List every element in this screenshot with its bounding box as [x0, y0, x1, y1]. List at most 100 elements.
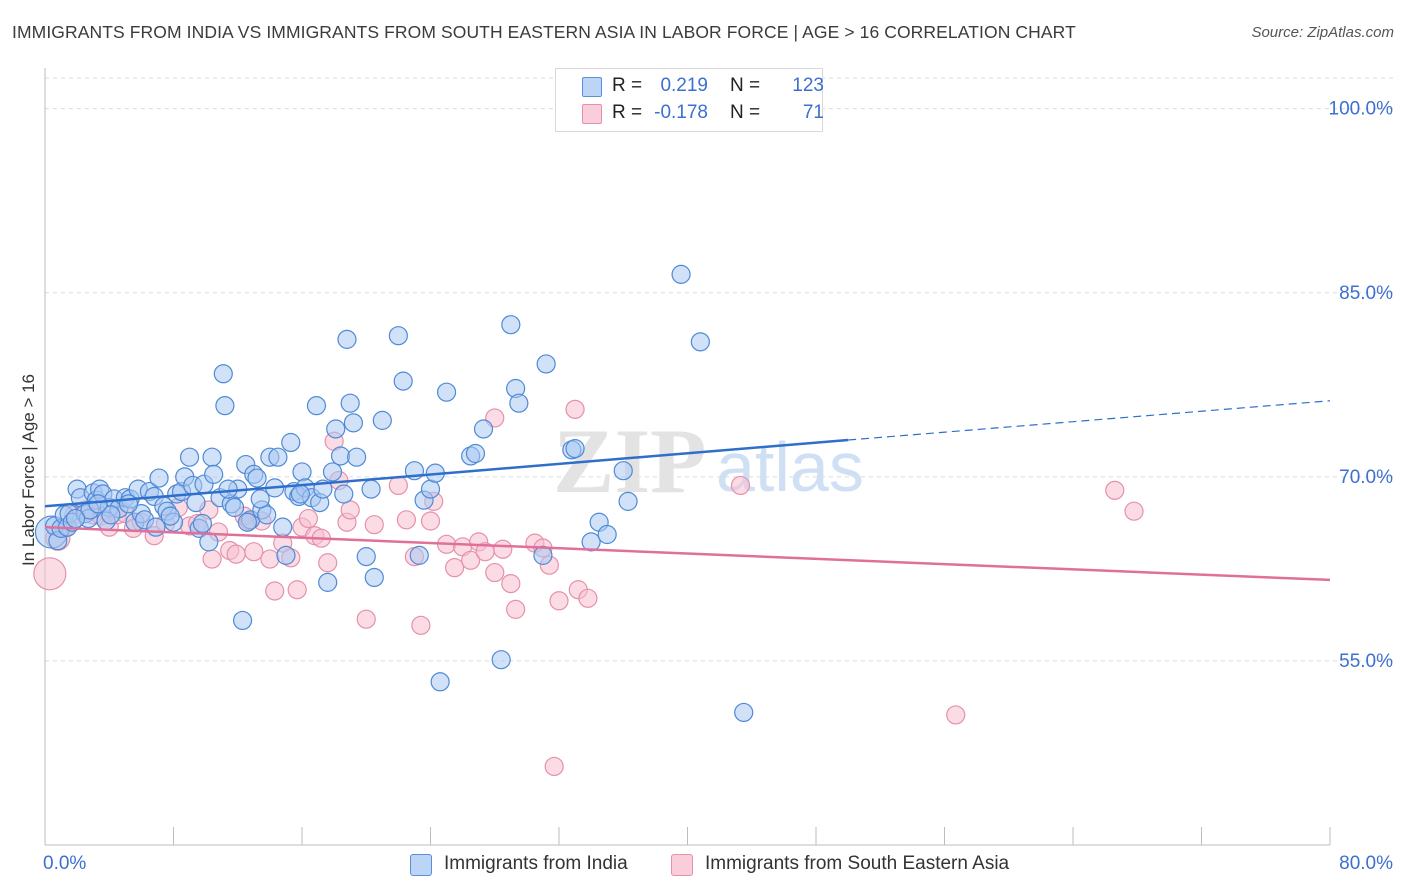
- sea-swatch: [582, 104, 602, 124]
- r-label: R =: [612, 102, 643, 123]
- x-tick-label: 80.0%: [1339, 853, 1393, 874]
- data-point-india: [388, 326, 408, 346]
- data-point-sea: [544, 756, 564, 777]
- data-point-india: [257, 505, 277, 525]
- data-point-india: [671, 264, 691, 284]
- tick-labels: 55.0% 70.0% 85.0% 100.0% 0.0% 80.0%: [43, 99, 1393, 874]
- legend-series: Immigrants from India Immigrants from So…: [0, 852, 1406, 878]
- legend-label-india: Immigrants from India: [444, 853, 628, 874]
- data-point-india: [613, 461, 633, 481]
- trend-line-india: [44, 438, 849, 508]
- data-point-india: [565, 439, 585, 459]
- source-credit: Source: ZipAtlas.com: [1251, 24, 1394, 41]
- data-point-sea: [260, 549, 280, 569]
- data-point-india: [536, 354, 556, 374]
- data-point-india: [149, 468, 169, 488]
- r-value-india: 0.219: [660, 75, 708, 96]
- data-point-india: [356, 547, 376, 567]
- chart-title: IMMIGRANTS FROM INDIA VS IMMIGRANTS FROM…: [12, 22, 1076, 42]
- data-point-india: [690, 332, 710, 352]
- n-value-india: 123: [792, 75, 824, 96]
- data-point-india: [202, 447, 222, 467]
- data-point-india: [347, 447, 367, 467]
- data-point-india: [491, 650, 511, 670]
- data-point-india: [276, 545, 296, 565]
- data-point-sea: [578, 588, 598, 608]
- n-value-sea: 71: [802, 102, 824, 123]
- data-point-india: [420, 479, 441, 499]
- r-label: R =: [612, 75, 643, 96]
- data-point-sea: [411, 615, 431, 635]
- data-point-sea: [549, 591, 569, 611]
- data-point-india: [186, 493, 206, 513]
- data-point-india: [330, 446, 351, 466]
- data-point-india: [343, 413, 363, 433]
- data-point-india: [393, 371, 413, 391]
- data-point-india: [340, 393, 360, 413]
- data-point-india: [192, 513, 213, 534]
- legend-label-sea: Immigrants from South Eastern Asia: [705, 853, 1010, 874]
- data-point-india: [65, 508, 86, 529]
- data-point-india: [179, 447, 200, 467]
- data-point-india: [213, 364, 233, 384]
- data-point-india: [436, 382, 457, 402]
- data-point-sea: [33, 557, 67, 591]
- data-point-sea: [265, 581, 285, 601]
- data-point-sea: [493, 539, 513, 559]
- trend-line-india-extension: [848, 400, 1331, 441]
- x-tick-label: 0.0%: [43, 853, 86, 874]
- data-point-india: [409, 545, 429, 565]
- data-point-sea: [485, 562, 505, 583]
- sea-swatch: [671, 854, 693, 876]
- data-point-sea: [461, 550, 481, 570]
- y-tick-label: 55.0%: [1339, 651, 1393, 672]
- data-point-sea: [501, 574, 521, 594]
- data-point-sea: [318, 553, 338, 573]
- data-point-india: [618, 491, 638, 511]
- data-point-india: [273, 517, 293, 537]
- trend-lines: [44, 400, 1331, 582]
- data-point-sea: [730, 475, 751, 496]
- y-axis-label: In Labor Force | Age > 16: [19, 373, 38, 566]
- data-point-india: [237, 512, 257, 532]
- data-point-india: [199, 532, 219, 552]
- data-point-sea: [340, 500, 360, 520]
- data-point-india: [204, 464, 224, 484]
- data-point-sea: [444, 558, 465, 578]
- data-point-sea: [356, 609, 376, 629]
- data-point-india: [597, 524, 617, 545]
- data-point-india: [88, 494, 108, 514]
- data-point-india: [465, 443, 486, 464]
- data-point-india: [501, 315, 521, 335]
- data-point-sea: [1105, 480, 1125, 500]
- data-point-india: [581, 532, 601, 552]
- y-tick-label: 85.0%: [1339, 283, 1393, 304]
- data-point-india: [473, 419, 494, 439]
- y-tick-label: 100.0%: [1329, 99, 1394, 120]
- data-point-india: [509, 393, 529, 413]
- data-point-india: [334, 484, 354, 504]
- data-point-india: [361, 479, 381, 499]
- data-point-sea: [388, 475, 408, 496]
- data-point-india: [268, 447, 288, 467]
- data-point-india: [430, 672, 450, 692]
- data-point-sea: [287, 580, 307, 600]
- data-point-sea: [506, 599, 526, 619]
- data-point-india: [318, 572, 338, 592]
- data-point-sea: [565, 399, 585, 419]
- data-point-india: [160, 506, 180, 526]
- data-point-india: [364, 567, 384, 588]
- data-point-india: [322, 462, 343, 482]
- data-point-sea: [364, 515, 384, 535]
- data-point-india: [326, 419, 346, 439]
- y-tick-label: 70.0%: [1339, 467, 1393, 488]
- india-swatch: [582, 77, 602, 97]
- data-point-india: [250, 489, 270, 509]
- legend-stats: R = 0.219 N = 123 R = -0.178 N = 71: [555, 68, 824, 132]
- data-point-sea: [1124, 501, 1144, 521]
- data-point-sea: [298, 508, 319, 529]
- data-point-sea: [946, 705, 966, 725]
- axes: [44, 68, 1331, 846]
- n-label: N =: [730, 102, 761, 123]
